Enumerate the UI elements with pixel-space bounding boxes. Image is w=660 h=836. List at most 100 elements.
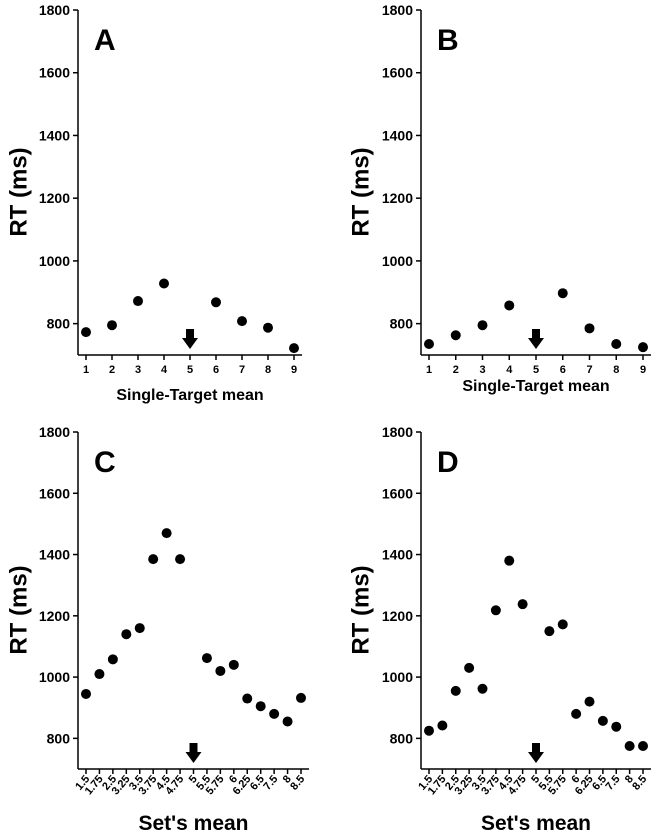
y-tick-label: 1200 (382, 608, 413, 624)
x-tick-label: 2 (453, 364, 459, 376)
down-arrow-marker (528, 743, 544, 763)
data-point (450, 685, 461, 696)
down-arrow-marker (185, 743, 202, 763)
data-point (81, 327, 91, 338)
data-point (81, 688, 91, 699)
data-point (557, 288, 568, 299)
y-tick-label: 1000 (39, 669, 70, 685)
data-point (611, 721, 622, 732)
data-point (242, 693, 253, 704)
data-point (597, 715, 608, 726)
y-tick-label: 1800 (39, 424, 70, 440)
y-tick-label: 800 (47, 316, 71, 332)
data-point (211, 297, 221, 308)
data-point (201, 653, 212, 664)
x-tick-label: 4 (161, 364, 168, 376)
data-point (464, 662, 475, 673)
data-point (159, 278, 169, 289)
y-tick-label: 1600 (39, 65, 70, 81)
panel-label: C (94, 446, 116, 479)
data-point (121, 629, 132, 640)
y-tick-label: 1400 (39, 127, 70, 143)
y-tick-label: 800 (390, 316, 414, 332)
y-tick-label: 1400 (382, 547, 413, 563)
data-point (611, 339, 622, 350)
x-tick-label: 1 (426, 364, 432, 376)
data-point (504, 555, 515, 566)
x-tick-label: 7.5 (604, 773, 623, 792)
data-point (557, 619, 568, 630)
data-point (228, 659, 239, 670)
y-tick-label: 1800 (382, 424, 413, 440)
x-axis-label: Single-Target mean (116, 387, 263, 404)
panel-label: A (94, 24, 116, 57)
x-tick-label: 2 (109, 364, 115, 376)
data-point (255, 701, 266, 712)
data-point (263, 322, 273, 333)
x-tick-label: 7.5 (261, 773, 280, 792)
x-tick-label: 8 (613, 364, 619, 376)
y-tick-label: 1000 (39, 253, 70, 269)
y-axis-label: RT (ms) (5, 147, 32, 236)
y-tick-label: 1200 (39, 608, 70, 624)
chart-panel-d: 800100012001400160018001.51.752.53.253.5… (347, 424, 651, 835)
x-tick-label: 5 (187, 364, 193, 376)
chart-panel-a: 800 1000 1200 1400 1600 1800 1 2 3 4 5 6 7 8 9 A RT (ms)… (5, 2, 302, 404)
x-tick-label: 7 (586, 364, 592, 376)
data-point (94, 669, 105, 680)
y-tick-label: 800 (390, 730, 414, 746)
y-tick-label: 1200 (382, 190, 413, 206)
y-tick-label: 1800 (382, 2, 413, 18)
x-tick-label: 6 (560, 364, 566, 376)
panel-label: D (437, 446, 459, 479)
x-tick-label: 8 (265, 364, 271, 376)
chart-panel-c: 800100012001400160018001.51.752.53.253.5… (5, 424, 309, 835)
data-point (215, 665, 226, 676)
y-axis-label: RT (ms) (347, 147, 374, 236)
data-point (638, 342, 648, 353)
x-tick-label: 3 (479, 364, 485, 376)
x-axis-label: Set's mean (481, 812, 591, 835)
x-tick-label: 7 (239, 364, 245, 376)
y-tick-label: 1600 (39, 485, 70, 501)
y-tick-label: 1000 (382, 253, 413, 269)
data-point (544, 626, 555, 637)
down-arrow-marker (528, 329, 544, 349)
y-tick-label: 1600 (382, 65, 413, 81)
data-point (571, 708, 582, 719)
x-tick-label: 3 (135, 364, 141, 376)
data-point (424, 339, 434, 350)
y-tick-label: 1200 (39, 190, 70, 206)
y-tick-label: 800 (47, 730, 71, 746)
data-point (584, 323, 595, 334)
data-point (175, 554, 186, 565)
x-tick-label: 9 (291, 364, 297, 376)
x-tick-label: 9 (640, 364, 646, 376)
data-point (490, 605, 501, 616)
chart-panel-b: 800 1000 1200 1400 1600 1800 1 2 3 4 5 6 7 8 9 B RT (ms)… (347, 2, 651, 395)
down-arrow-marker (182, 329, 198, 349)
data-point (161, 528, 172, 539)
data-point (477, 320, 488, 331)
data-point (504, 300, 515, 311)
x-tick-label: 5 (533, 364, 539, 376)
x-axis-label: Single-Target mean (462, 378, 609, 395)
y-axis-label: RT (ms) (347, 565, 374, 654)
x-tick-label: 4 (506, 364, 513, 376)
data-point (296, 692, 306, 703)
panel-label: B (437, 24, 459, 57)
data-point (638, 741, 648, 752)
x-axis-label: Set's mean (138, 812, 248, 835)
y-tick-label: 1400 (382, 127, 413, 143)
data-point (134, 623, 145, 634)
data-point (517, 599, 528, 610)
data-point (477, 683, 488, 694)
y-tick-label: 1400 (39, 547, 70, 563)
y-tick-label: 1600 (382, 485, 413, 501)
data-point (424, 725, 434, 736)
data-point (584, 696, 595, 707)
data-point (107, 654, 118, 665)
data-point (289, 343, 299, 354)
data-point (148, 554, 159, 565)
